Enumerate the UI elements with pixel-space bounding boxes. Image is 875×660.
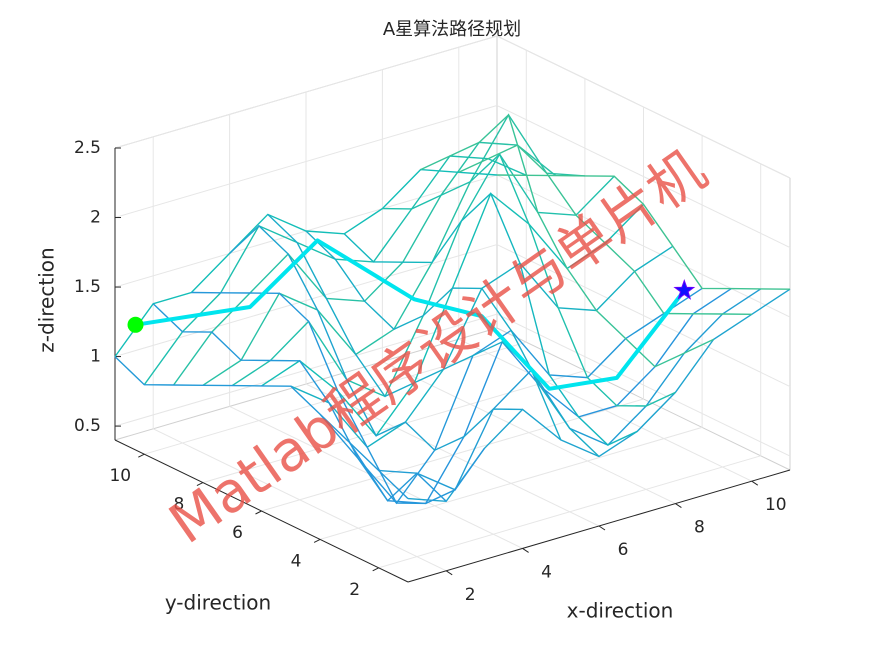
- mesh-column: [305, 230, 600, 458]
- z-tick-label: 1: [90, 347, 101, 367]
- x-tick-label: 2: [465, 585, 476, 605]
- grid-line: [378, 455, 761, 569]
- tick-mark: [522, 547, 529, 553]
- z-tick-label: 1.5: [74, 277, 101, 297]
- grid-line: [114, 105, 498, 219]
- tick-mark: [313, 538, 321, 543]
- y-axis-label: y-direction: [165, 591, 271, 615]
- mesh-column: [229, 224, 523, 452]
- goal-point: [673, 279, 696, 300]
- mesh-column: [496, 174, 791, 290]
- y-tick-label: 2: [349, 580, 360, 600]
- z-tick-label: 2: [90, 208, 101, 228]
- grid-line: [319, 426, 703, 540]
- tick-mark: [372, 567, 379, 572]
- x-tick-label: 10: [765, 495, 787, 515]
- x-tick-label: 6: [618, 540, 629, 560]
- tick-mark: [196, 482, 204, 487]
- mesh-column: [420, 113, 714, 368]
- tick-mark: [598, 525, 606, 531]
- grid-line: [496, 35, 791, 179]
- tick-mark: [255, 510, 262, 515]
- mesh-column: [382, 153, 676, 407]
- tick-mark: [138, 453, 145, 458]
- grid-line: [496, 105, 791, 248]
- y-tick-label: 4: [291, 551, 302, 571]
- grid-line: [114, 35, 498, 149]
- tick-mark: [751, 480, 759, 486]
- planned-path: [135, 238, 686, 391]
- x-axis: [407, 469, 791, 583]
- start-point: [127, 316, 144, 333]
- mesh-column: [458, 144, 752, 315]
- y-tick-label: 6: [232, 523, 243, 543]
- x-tick-label: 8: [694, 518, 705, 538]
- chart-title: A星算法路径规划: [383, 19, 521, 40]
- mesh-column: [191, 291, 485, 505]
- tick-mark: [675, 503, 682, 509]
- mesh-column: [114, 356, 409, 500]
- x-axis-label: x-direction: [567, 599, 674, 623]
- grid-line: [202, 370, 586, 484]
- mesh-column: [343, 192, 638, 446]
- y-tick-label: 10: [109, 466, 131, 486]
- grid-line: [496, 244, 791, 388]
- mesh-column: [152, 303, 447, 502]
- z-tick-label: 2.5: [74, 138, 101, 158]
- y-tick-label: 8: [173, 495, 184, 515]
- tick-mark: [445, 570, 453, 576]
- y-axis: [114, 439, 409, 583]
- z-axis-label: z-direction: [35, 247, 59, 352]
- z-tick-label: 0.5: [74, 416, 101, 436]
- x-tick-label: 4: [541, 562, 552, 582]
- grid-line: [496, 174, 791, 318]
- grid-line: [496, 313, 791, 457]
